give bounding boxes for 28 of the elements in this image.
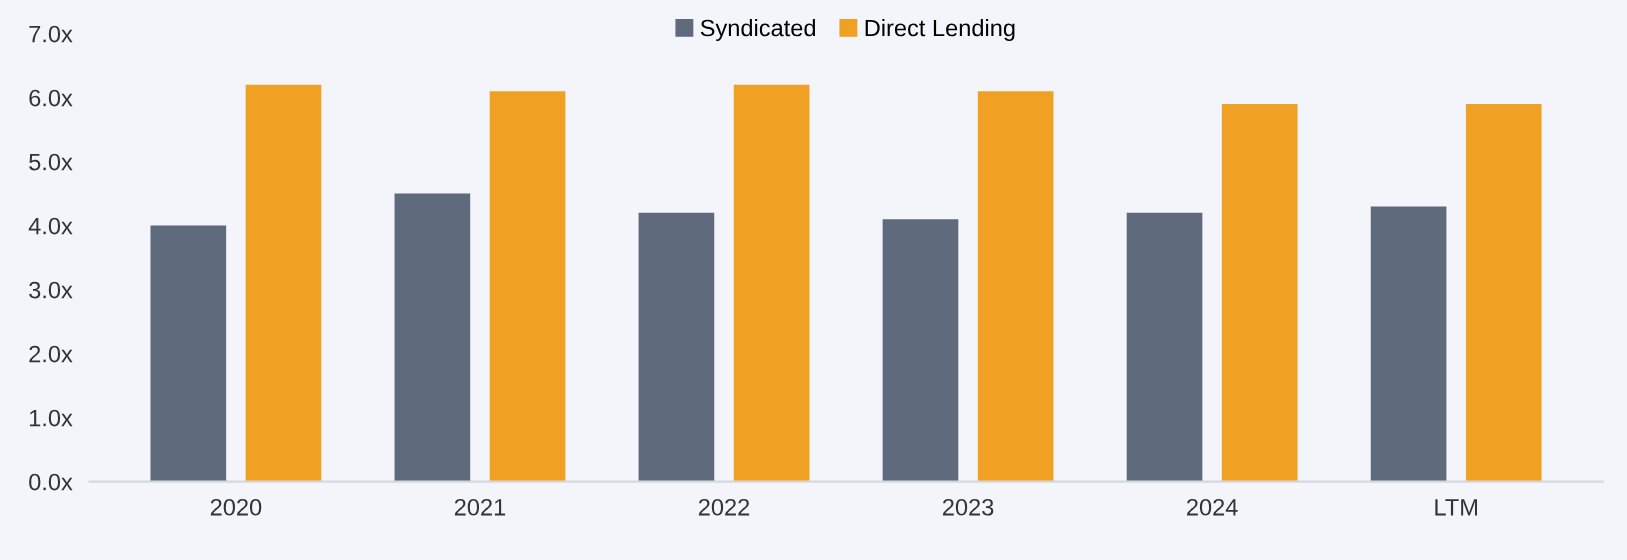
bar xyxy=(1126,212,1203,482)
x-tick-label: 2022 xyxy=(698,498,750,516)
x-tick-label: 2021 xyxy=(454,498,506,516)
y-tick-label: 2.0x xyxy=(29,345,73,363)
bar xyxy=(150,225,227,482)
x-tick-label: 2020 xyxy=(210,498,262,516)
y-tick-label: 4.0x xyxy=(28,217,73,235)
y-tick-label: 1.0x xyxy=(29,409,73,427)
bar xyxy=(489,91,566,482)
bar xyxy=(1465,104,1542,482)
legend-label: Direct Lending xyxy=(865,19,1015,42)
y-tick-label: 5.0x xyxy=(29,153,73,171)
legend-label: Syndicated xyxy=(700,19,816,42)
x-tick-label: LTM xyxy=(1435,499,1477,516)
bar xyxy=(1370,206,1447,482)
y-tick-label: 7.0x xyxy=(29,25,73,43)
bar xyxy=(733,84,810,482)
bar xyxy=(638,212,715,482)
bar xyxy=(1221,104,1298,482)
bar xyxy=(245,84,322,482)
bar xyxy=(394,193,471,482)
x-tick-label: 2024 xyxy=(1187,498,1238,516)
bar xyxy=(882,219,959,482)
y-tick-label: 0.0x xyxy=(29,473,73,491)
x-tick-label: 2023 xyxy=(942,498,994,516)
bar xyxy=(977,91,1054,482)
y-tick-label: 6.0x xyxy=(29,89,73,107)
y-tick-label: 3.0x xyxy=(29,281,73,299)
